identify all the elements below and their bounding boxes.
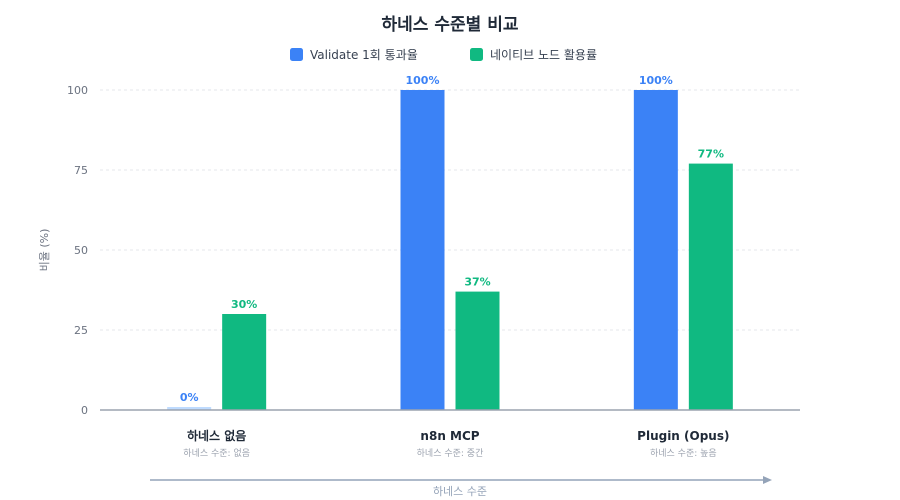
x-category-label: Plugin (Opus) [637,429,729,443]
x-category-sublabel: 하네스 수준: 높음 [650,448,717,459]
bar-data-label: 100% [639,74,673,87]
x-category-label: n8n MCP [420,429,479,443]
legend-label-validate: Validate 1회 통과율 [310,48,418,62]
bar [688,163,733,410]
x-category-sublabel: 하네스 수준: 없음 [183,448,250,459]
y-axis-ticks: 0 25 50 75 100 [67,84,88,417]
gridlines [100,89,800,331]
data-labels: 0% 30% 100% 37% 100% 77% [180,74,724,404]
chart-title: 하네스 수준별 비교 [382,15,519,35]
y-tick-label: 100 [67,84,88,97]
bar [222,314,267,410]
bar [633,90,678,410]
legend-label-native-node: 네이티브 노드 활용률 [490,48,597,62]
legend-swatch-validate [290,48,303,61]
arrow-right-icon [763,476,772,484]
bar-data-label: 77% [698,148,724,161]
bars [167,90,733,410]
y-tick-label: 75 [74,164,88,177]
x-category-sublabel: 하네스 수준: 중간 [417,448,484,459]
legend-swatch-native-node [470,48,483,61]
x-category-label: 하네스 없음 [187,428,246,443]
x-axis-label: 하네스 수준 [433,484,487,498]
bar [167,407,212,410]
bar [400,90,445,410]
bar-data-label: 0% [180,391,199,404]
y-tick-label: 50 [74,244,88,257]
x-axis-arrow [150,476,772,484]
bar-data-label: 30% [231,298,257,311]
bar [455,291,500,410]
y-axis-label: 비율 (%) [38,229,51,272]
bar-data-label: 37% [464,276,490,289]
legend: Validate 1회 통과율 네이티브 노드 활용률 [290,48,597,62]
bar-data-label: 100% [406,74,440,87]
y-tick-label: 25 [74,324,88,337]
y-tick-label: 0 [81,404,88,417]
